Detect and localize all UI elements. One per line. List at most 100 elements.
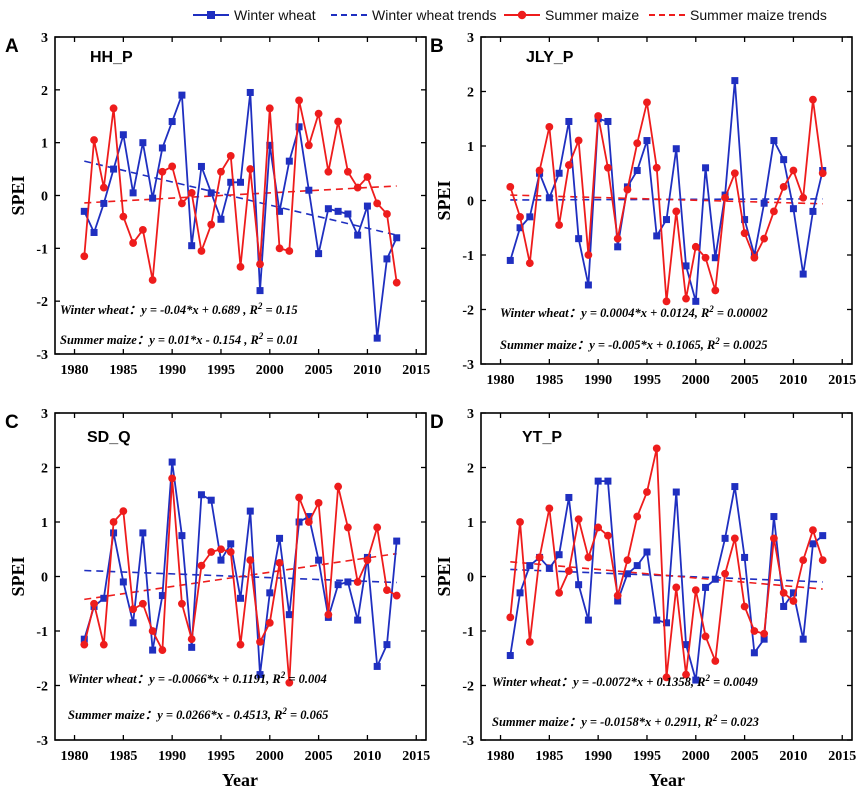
- maize-point: [691, 586, 700, 595]
- wheat-point: [643, 137, 651, 145]
- y-tick-label: 2: [467, 462, 474, 477]
- wheat-point: [672, 488, 680, 496]
- wheat-point: [780, 156, 788, 164]
- maize-point: [236, 640, 245, 649]
- maize-point: [285, 678, 294, 687]
- legend: Winter wheat Winter wheat trends Summer ma…: [193, 7, 827, 23]
- wheat-point: [256, 671, 264, 679]
- wheat-point: [100, 594, 108, 602]
- x-tick-label: 2010: [779, 749, 807, 764]
- wheat-point: [197, 162, 205, 170]
- maize-point: [525, 259, 534, 268]
- wheat-point: [819, 532, 827, 540]
- wheat-point: [584, 281, 592, 289]
- x-tick-label: 1980: [487, 749, 515, 764]
- wheat-point: [90, 228, 98, 236]
- maize-series-line: [509, 447, 824, 679]
- wheat-point: [295, 123, 303, 131]
- maize-point: [769, 207, 778, 216]
- wheat-point: [780, 602, 788, 610]
- maize-point: [574, 136, 583, 145]
- maize-point: [740, 229, 749, 238]
- wheat-point: [393, 234, 401, 242]
- x-tick-label: 1980: [61, 363, 89, 378]
- maize-point: [246, 165, 255, 173]
- maize-equation: Summer maize：y = 0.01*x - 0.154 , R2 = 0…: [60, 331, 299, 347]
- maize-point: [584, 553, 593, 562]
- wheat-point: [373, 662, 381, 670]
- maize-point: [324, 167, 333, 176]
- wheat-point: [246, 507, 254, 515]
- y-tick-label: 0: [467, 571, 474, 586]
- x-tick-label: 1985: [109, 749, 137, 764]
- maize-point: [187, 188, 196, 197]
- maize-point: [516, 212, 524, 221]
- maize-point: [129, 605, 138, 614]
- maize-point: [197, 247, 206, 255]
- wheat-point: [663, 216, 670, 224]
- wheat-point: [770, 137, 778, 145]
- wheat-point: [506, 256, 514, 264]
- wheat-point: [129, 619, 137, 627]
- panel-D: -3 -2 -1 0 1 2 3 1980 1985 1990 1995 2000 2005 2010 20…: [430, 407, 856, 764]
- wheat-equation: Winter wheat：y = 0.0004*x + 0.0124, R2 =…: [500, 304, 768, 320]
- maize-point: [168, 162, 177, 171]
- wheat-point: [809, 540, 817, 548]
- maize-point: [652, 444, 661, 453]
- maize-point: [217, 545, 225, 554]
- y-tick-label: 3: [41, 407, 48, 422]
- wheat-point: [188, 643, 196, 651]
- maize-point: [158, 167, 167, 176]
- maize-point: [818, 556, 827, 565]
- x-tick-label: 2005: [731, 749, 759, 764]
- wheat-point: [237, 178, 244, 186]
- y-tick-label: -3: [462, 358, 474, 373]
- maize-point: [109, 104, 118, 113]
- panel-letter: A: [5, 36, 19, 57]
- maize-point: [217, 167, 225, 176]
- maize-point: [740, 602, 749, 611]
- wheat-point: [197, 491, 205, 499]
- wheat-point: [237, 594, 244, 602]
- wheat-point: [188, 242, 196, 250]
- x-tick-label: 2000: [256, 749, 284, 764]
- maize-point: [711, 657, 720, 665]
- maize-point: [564, 567, 573, 575]
- maize-point: [373, 523, 382, 532]
- wheat-point: [594, 477, 602, 485]
- x-tick-label: 2010: [353, 749, 381, 764]
- x-tick-label: 1990: [584, 373, 612, 388]
- maize-point: [363, 173, 372, 181]
- maize-point: [99, 640, 108, 649]
- wheat-point: [789, 589, 797, 597]
- y-tick-label: -2: [462, 680, 474, 695]
- legend-marker-square: [207, 11, 215, 19]
- y-axis-label: SPEI: [434, 556, 454, 596]
- y-tick-label: -2: [462, 304, 474, 319]
- wheat-point: [285, 611, 293, 619]
- wheat-point: [80, 207, 88, 215]
- maize-point: [535, 166, 544, 175]
- maize-point: [256, 260, 264, 269]
- maize-point: [574, 515, 583, 524]
- x-tick-label: 2005: [305, 363, 333, 378]
- wheat-point: [702, 583, 710, 591]
- maize-point: [187, 635, 196, 644]
- wheat-point: [663, 619, 670, 627]
- x-tick-label: 2010: [779, 373, 807, 388]
- maize-point: [623, 185, 632, 194]
- wheat-point: [315, 250, 323, 258]
- maize-point: [555, 588, 564, 597]
- wheat-point: [373, 334, 381, 342]
- y-tick-label: 0: [41, 571, 48, 586]
- maize-trend-line: [510, 194, 823, 205]
- maize-point: [353, 578, 362, 586]
- wheat-point: [305, 513, 313, 521]
- wheat-point: [227, 540, 235, 548]
- x-tick-label: 1995: [633, 749, 661, 764]
- wheat-equation: Winter wheat：y = -0.04*x + 0.689 , R2 = …: [60, 301, 298, 317]
- maize-point: [760, 234, 769, 243]
- maize-point: [555, 221, 564, 229]
- maize-equation: Summer maize：y = -0.0158*x + 0.2911, R2 …: [492, 713, 759, 729]
